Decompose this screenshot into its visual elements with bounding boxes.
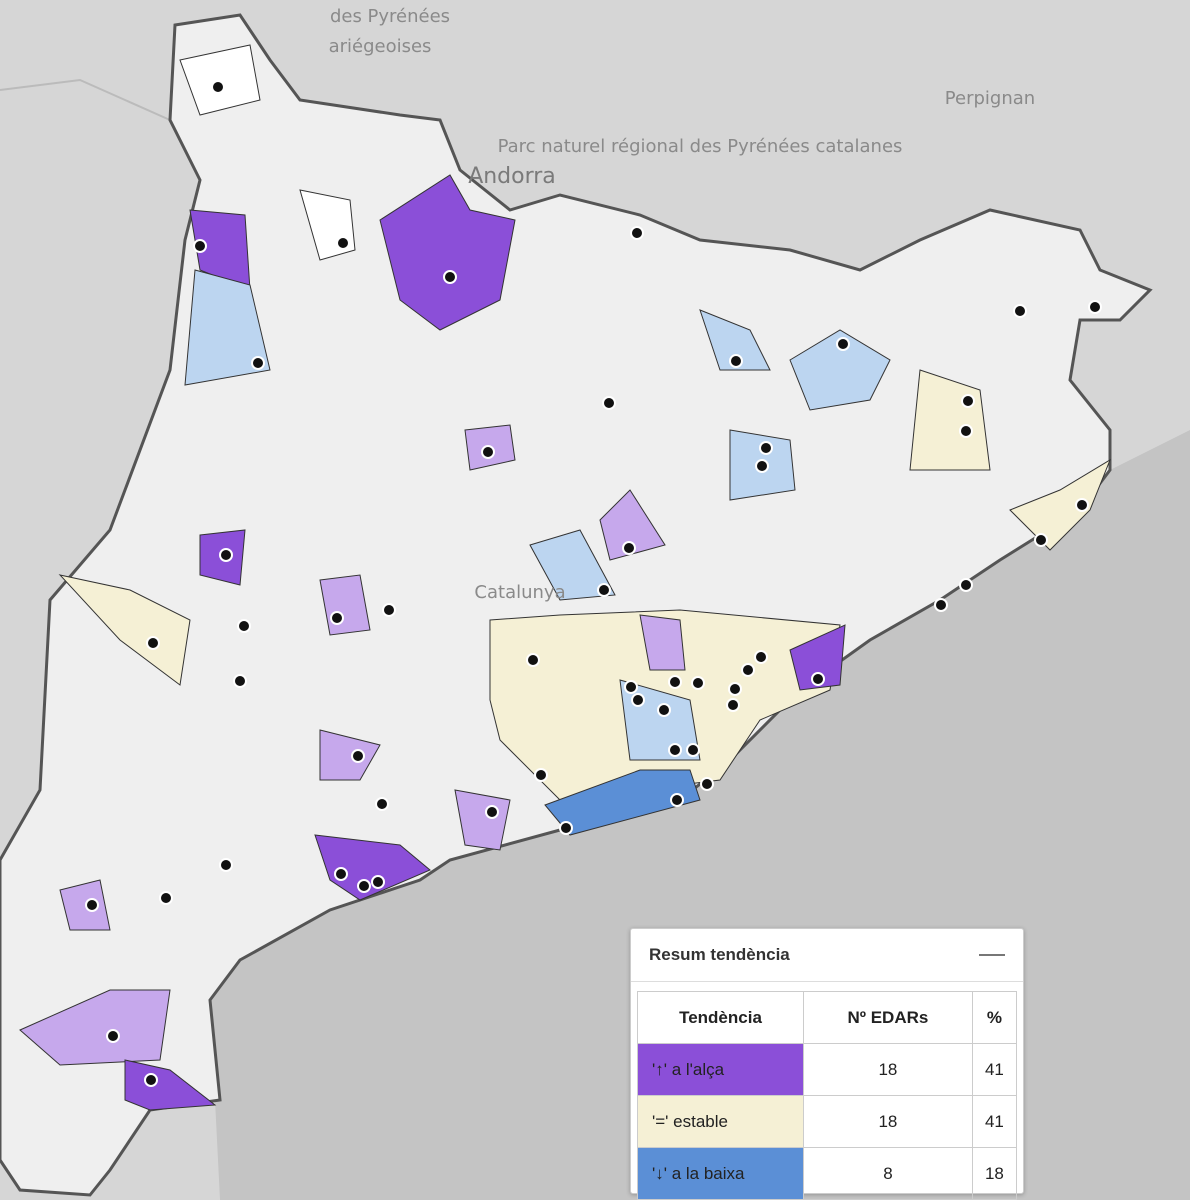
percent-cell: 18 bbox=[971, 1147, 1018, 1200]
count-cell: 8 bbox=[803, 1147, 973, 1200]
trend-label: '↑' a l'alça bbox=[637, 1043, 804, 1096]
region bbox=[599, 489, 666, 561]
region bbox=[319, 729, 381, 781]
place-label: Andorra bbox=[468, 164, 556, 189]
region bbox=[58, 574, 191, 686]
place-label: ariégeoises bbox=[329, 36, 432, 57]
summary-panel: Resum tendència Tendència Nº EDARs % '↑'… bbox=[630, 928, 1024, 1200]
region bbox=[699, 309, 771, 371]
trend-label: '↓' a la baixa bbox=[637, 1147, 804, 1200]
roads bbox=[0, 78, 171, 121]
percent-cell: 41 bbox=[971, 1043, 1018, 1096]
region bbox=[179, 44, 261, 116]
regions bbox=[19, 44, 1112, 1111]
panel-title: Resum tendència bbox=[649, 945, 790, 964]
region bbox=[454, 789, 511, 851]
place-label: Parc naturel régional des Pyrénées catal… bbox=[498, 136, 903, 157]
region bbox=[639, 614, 686, 671]
place-label: Catalunya bbox=[474, 582, 565, 603]
count-cell: 18 bbox=[803, 1043, 973, 1096]
region bbox=[314, 834, 431, 901]
minimize-button[interactable] bbox=[979, 954, 1005, 956]
count-cell: 18 bbox=[803, 1095, 973, 1148]
region bbox=[379, 174, 516, 331]
region bbox=[789, 624, 846, 691]
region bbox=[789, 329, 891, 411]
region bbox=[19, 989, 171, 1066]
panel-header: Resum tendència bbox=[631, 929, 1023, 982]
edar-dots bbox=[85, 80, 1102, 1087]
column-header: % bbox=[971, 991, 1018, 1044]
column-header: Nº EDARs bbox=[803, 991, 973, 1044]
column-header: Tendència bbox=[637, 991, 804, 1044]
region bbox=[184, 269, 271, 386]
region bbox=[124, 1059, 217, 1111]
place-label: des Pyrénées bbox=[330, 6, 450, 27]
percent-cell: 41 bbox=[971, 1095, 1018, 1148]
trend-label: '=' estable bbox=[637, 1095, 804, 1148]
region bbox=[529, 529, 616, 601]
place-label: Perpignan bbox=[945, 88, 1035, 109]
summary-table: Tendència Nº EDARs % '↑' a l'alça 18 41 … bbox=[637, 991, 1018, 1200]
